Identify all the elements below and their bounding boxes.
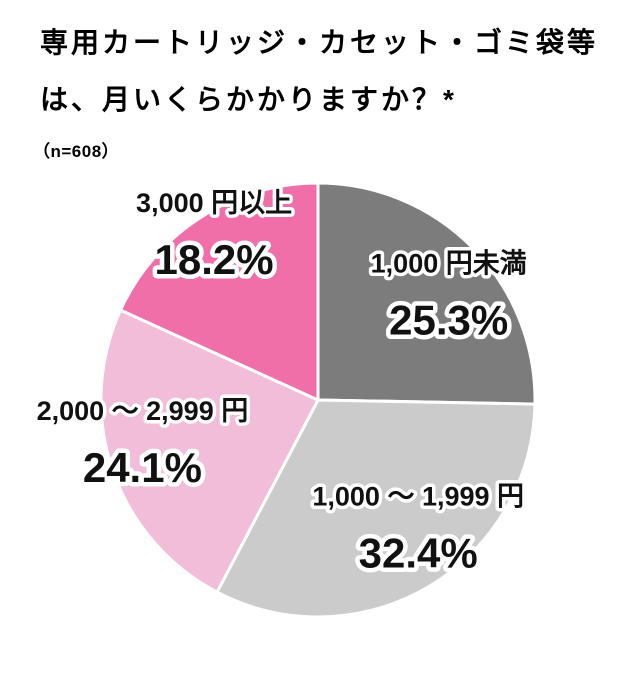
slice-category-label-0: 1,000 円未満 xyxy=(371,248,527,278)
slice-label-2: 2,000 ～ 2,999 円 24.1% xyxy=(33,393,252,496)
sample-size-label: （n=608） xyxy=(33,142,120,161)
chart-title-line1: 専用カートリッジ・カセット・ゴミ袋等 xyxy=(40,27,599,58)
chart-title-line2: は、月いくらかかりますか？* xyxy=(40,84,457,115)
slice-category-label-1: 1,000 ～ 1,999 円 xyxy=(312,482,524,512)
slice-category-label-3: 3,000 円以上 xyxy=(136,188,292,218)
slice-percentage-label-1: 32.4% xyxy=(359,530,478,577)
pie-slice-1 xyxy=(215,398,537,619)
slice-percentage-label-2: 24.1% xyxy=(83,444,202,491)
pie-slice-2 xyxy=(99,308,320,594)
slice-category-label-2: 2,000 ～ 2,999 円 xyxy=(37,396,249,426)
slice-label-0: 1,000 円未満 25.3% xyxy=(367,245,530,348)
slice-label-1: 1,000 ～ 1,999 円 32.4% xyxy=(309,478,528,581)
slice-percentage-label-0: 25.3% xyxy=(389,296,508,343)
pie-slice-3 xyxy=(119,181,320,402)
slice-percentage-label-3: 18.2% xyxy=(155,236,274,283)
pie-slice-0 xyxy=(316,181,537,406)
chart-title: 専用カートリッジ・カセット・ゴミ袋等 は、月いくらかかりますか？* xyxy=(40,14,598,128)
slice-label-3: 3,000 円以上 18.2% xyxy=(133,185,296,288)
